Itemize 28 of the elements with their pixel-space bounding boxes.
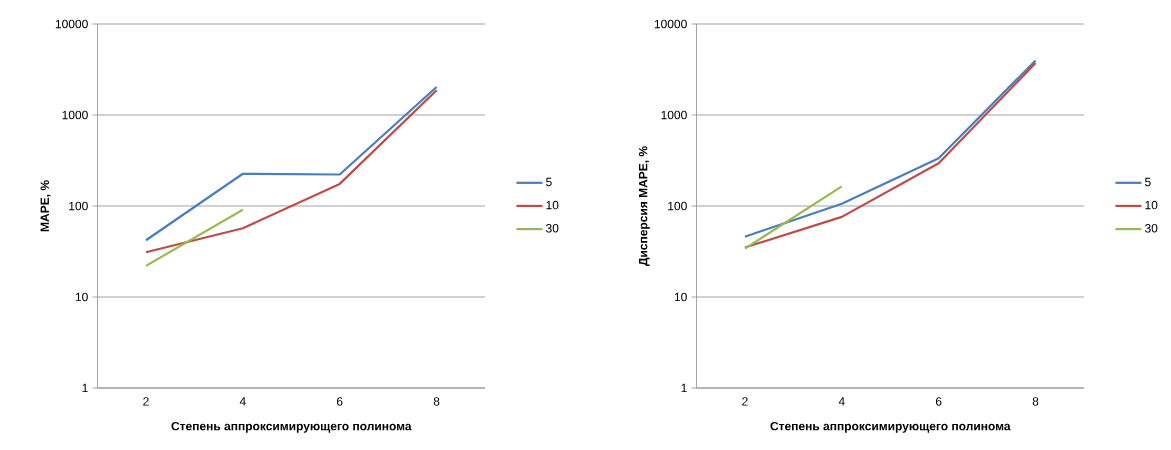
x-axis-title: Степень аппроксимирующего полинома	[770, 421, 1011, 433]
y-axis-title: MAPE, %	[40, 180, 51, 232]
y-tick-label: 10000	[55, 19, 88, 29]
x-tick-label: 4	[239, 397, 246, 406]
y-tick-label: 1	[681, 383, 687, 393]
y-tick-label: 1	[82, 383, 88, 393]
x-tick-label: 8	[1032, 397, 1039, 406]
legend-label: 5	[1145, 177, 1151, 187]
y-tick-label: 100	[668, 201, 687, 211]
x-tick-label: 8	[433, 397, 440, 406]
legend-label: 30	[1144, 224, 1158, 233]
legend-label: 10	[546, 200, 559, 210]
y-axis-title: Дисперсия MAPE, %	[638, 146, 650, 267]
x-tick-label: 2	[143, 397, 149, 406]
x-tick-label: 6	[935, 397, 942, 406]
x-tick-label: 4	[838, 397, 845, 406]
y-tick-label: 1000	[661, 110, 687, 120]
y-tick-label: 1000	[62, 110, 88, 120]
x-axis-title: Степень аппроксимирующего полинома	[171, 421, 412, 433]
y-tick-label: 10000	[654, 19, 687, 29]
x-tick-label: 2	[742, 397, 748, 406]
y-tick-label: 100	[69, 201, 88, 211]
legend-label: 30	[545, 224, 559, 233]
legend-label: 10	[1145, 200, 1158, 210]
y-tick-label: 10	[75, 292, 88, 302]
y-tick-label: 10	[674, 292, 687, 302]
x-tick-label: 6	[336, 397, 343, 406]
legend-label: 5	[546, 177, 552, 187]
